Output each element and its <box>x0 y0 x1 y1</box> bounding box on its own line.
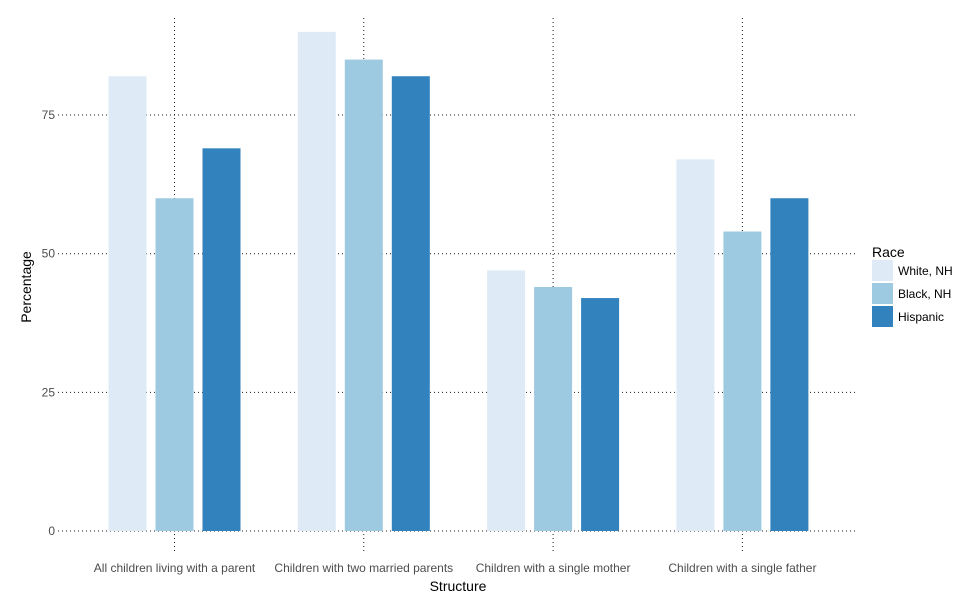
legend-title: Race <box>872 244 905 260</box>
y-tick-label: 50 <box>42 247 56 261</box>
bar-hispanic-2 <box>391 76 430 532</box>
bars <box>108 31 809 532</box>
bar-black-nh-4 <box>723 231 762 531</box>
x-tick-label: Children with a single mother <box>476 561 631 575</box>
bar-white-nh-1 <box>108 76 147 532</box>
bar-white-nh-3 <box>487 270 526 531</box>
bar-hispanic-4 <box>770 198 809 532</box>
legend-key-swatch <box>872 306 893 327</box>
legend-key-swatch <box>872 283 893 304</box>
bar-hispanic-3 <box>581 298 620 531</box>
legend: Race White, NH Black, NH Hispanic <box>872 244 953 327</box>
x-tick-label: All children living with a parent <box>94 561 256 575</box>
bar-black-nh-2 <box>344 59 383 531</box>
legend-key-swatch <box>872 260 893 281</box>
x-tick-label: Children with two married parents <box>274 561 453 575</box>
legend-label: Hispanic <box>898 310 944 324</box>
x-axis-ticks: All children living with a parent Childre… <box>94 561 817 575</box>
bar-hispanic-1 <box>202 148 241 532</box>
bar-white-nh-4 <box>676 159 715 531</box>
legend-label: Black, NH <box>898 287 951 301</box>
bar-black-nh-1 <box>155 198 194 532</box>
y-tick-label: 25 <box>42 385 56 399</box>
legend-label: White, NH <box>898 264 953 278</box>
bar-white-nh-2 <box>297 31 336 531</box>
x-tick-label: Children with a single father <box>668 561 816 575</box>
y-axis-title: Percentage <box>18 251 34 323</box>
bar-black-nh-3 <box>534 286 573 531</box>
y-tick-label: 75 <box>42 108 56 122</box>
y-tick-label: 0 <box>48 524 55 538</box>
x-axis-title: Structure <box>430 578 487 594</box>
y-axis-ticks: 0 25 50 75 <box>42 108 56 538</box>
legend-items: White, NH Black, NH Hispanic <box>872 260 953 327</box>
